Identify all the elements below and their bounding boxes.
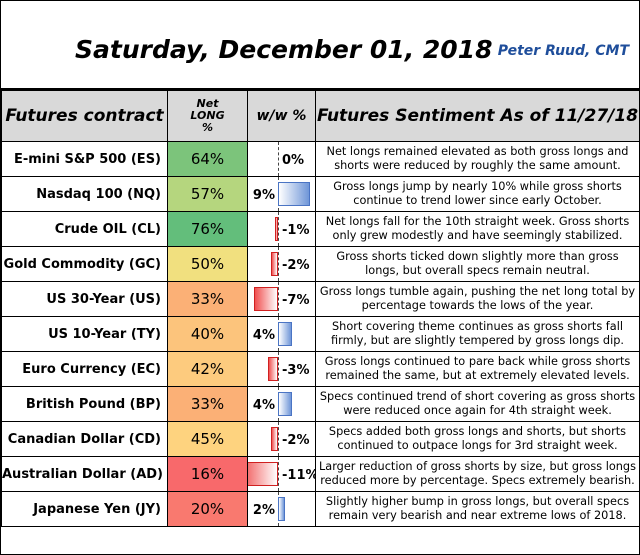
- sentiment-text: Gross longs continued to pare back while…: [315, 351, 640, 387]
- week-over-week-bar: [278, 322, 292, 346]
- net-long-percent: 50%: [167, 246, 248, 282]
- week-over-week-bar: [267, 357, 278, 381]
- sentiment-text: Specs added both gross longs and shorts,…: [315, 421, 640, 457]
- sentiment-text: Net longs fall for the 10th straight wee…: [315, 211, 640, 247]
- zero-axis: [278, 282, 279, 316]
- futures-table: Futures contract Net LONG % w/w % Future…: [1, 90, 640, 527]
- header-net-long-line2: LONG: [190, 109, 225, 122]
- sentiment-text: Slightly higher bump in gross longs, but…: [315, 491, 640, 527]
- net-long-percent: 20%: [167, 491, 248, 527]
- week-over-week-value: -11%: [282, 468, 316, 483]
- week-over-week-value: 0%: [282, 153, 305, 168]
- header-net-long: Net LONG %: [167, 90, 248, 142]
- contract-name: Nasdaq 100 (NQ): [1, 176, 168, 212]
- sentiment-text: Gross longs jump by nearly 10% while gro…: [315, 176, 640, 212]
- week-over-week-value: 2%: [252, 503, 275, 518]
- author-name: Peter Ruud, CMT: [497, 43, 629, 59]
- contract-name: E-mini S&P 500 (ES): [1, 141, 168, 177]
- contract-name: Crude OIL (CL): [1, 211, 168, 247]
- week-over-week-value: 9%: [252, 188, 275, 203]
- week-over-week-value: -1%: [282, 223, 310, 238]
- net-long-percent: 57%: [167, 176, 248, 212]
- week-over-week-bar: [274, 217, 278, 241]
- contract-name: Japanese Yen (JY): [1, 491, 168, 527]
- week-over-week-bar: [253, 287, 278, 311]
- sentiment-text: Larger reduction of gross shorts by size…: [315, 456, 640, 492]
- table-row: Japanese Yen (JY) 20% 2% Slightly higher bu…: [1, 491, 640, 527]
- header-net-long-line1: Net: [196, 97, 219, 110]
- sentiment-text: Net longs remained elevated as both gros…: [315, 141, 640, 177]
- week-over-week-bar: [278, 182, 310, 206]
- week-over-week-value: -2%: [282, 258, 310, 273]
- sentiment-text: Specs continued trend of short covering …: [315, 386, 640, 422]
- net-long-percent: 42%: [167, 351, 248, 387]
- week-over-week-cell: -2%: [247, 421, 316, 457]
- table-body: E-mini S&P 500 (ES) 64% 0% Net longs remain…: [1, 141, 640, 527]
- report-title: Saturday, December 01, 2018: [75, 35, 493, 64]
- week-over-week-cell: 4%: [247, 316, 316, 352]
- contract-name: British Pound (BP): [1, 386, 168, 422]
- net-long-percent: 45%: [167, 421, 248, 457]
- table-row: US 30-Year (US) 33% -7% Gross longs tumble …: [1, 281, 640, 317]
- sentiment-text: Short covering theme continues as gross …: [315, 316, 640, 352]
- week-over-week-bar: [271, 427, 278, 451]
- table-row: Crude OIL (CL) 76% -1% Net longs fall for t…: [1, 211, 640, 247]
- week-over-week-value: 4%: [252, 328, 275, 343]
- week-over-week-cell: 9%: [247, 176, 316, 212]
- sentiment-text: Gross shorts ticked down slightly more t…: [315, 246, 640, 282]
- net-long-percent: 16%: [167, 456, 248, 492]
- week-over-week-value: -3%: [282, 363, 310, 378]
- week-over-week-value: -2%: [282, 433, 310, 448]
- zero-axis: [278, 142, 279, 176]
- header-sentiment: Futures Sentiment As of 11/27/18: [315, 90, 640, 142]
- zero-axis: [278, 422, 279, 456]
- zero-axis: [278, 352, 279, 386]
- contract-name: Euro Currency (EC): [1, 351, 168, 387]
- net-long-percent: 76%: [167, 211, 248, 247]
- zero-axis: [278, 247, 279, 281]
- week-over-week-bar: [278, 392, 292, 416]
- zero-axis: [278, 457, 279, 491]
- week-over-week-value: 4%: [252, 398, 275, 413]
- net-long-percent: 40%: [167, 316, 248, 352]
- table-row: Canadian Dollar (CD) 45% -2% Specs added bo…: [1, 421, 640, 457]
- week-over-week-cell: -1%: [247, 211, 316, 247]
- net-long-percent: 64%: [167, 141, 248, 177]
- table-row: Gold Commodity (GC) 50% -2% Gross shorts ti…: [1, 246, 640, 282]
- week-over-week-bar: [248, 462, 278, 486]
- table-row: US 10-Year (TY) 40% 4% Short covering theme…: [1, 316, 640, 352]
- header-week-over-week: w/w %: [247, 90, 316, 142]
- header-futures-contract: Futures contract: [1, 90, 168, 142]
- sentiment-text: Gross longs tumble again, pushing the ne…: [315, 281, 640, 317]
- title-bar: Saturday, December 01, 2018 Peter Ruud, …: [1, 1, 639, 90]
- week-over-week-bar: [278, 497, 285, 521]
- week-over-week-cell: -7%: [247, 281, 316, 317]
- week-over-week-cell: -2%: [247, 246, 316, 282]
- contract-name: US 30-Year (US): [1, 281, 168, 317]
- header-net-long-line3: %: [201, 121, 214, 134]
- table-row: E-mini S&P 500 (ES) 64% 0% Net longs remain…: [1, 141, 640, 177]
- zero-axis: [278, 212, 279, 246]
- week-over-week-cell: -11%: [247, 456, 316, 492]
- contract-name: Canadian Dollar (CD): [1, 421, 168, 457]
- contract-name: Gold Commodity (GC): [1, 246, 168, 282]
- table-header-row: Futures contract Net LONG % w/w % Future…: [1, 90, 640, 142]
- week-over-week-cell: 4%: [247, 386, 316, 422]
- net-long-percent: 33%: [167, 386, 248, 422]
- week-over-week-cell: -3%: [247, 351, 316, 387]
- week-over-week-bar: [271, 252, 278, 276]
- week-over-week-cell: 0%: [247, 141, 316, 177]
- net-long-percent: 33%: [167, 281, 248, 317]
- table-row: Australian Dollar (AD) 16% -11% Larger redu…: [1, 456, 640, 492]
- table-row: Euro Currency (EC) 42% -3% Gross longs cont…: [1, 351, 640, 387]
- table-row: Nasdaq 100 (NQ) 57% 9% Gross longs jump by …: [1, 176, 640, 212]
- week-over-week-value: -7%: [282, 293, 310, 308]
- week-over-week-cell: 2%: [247, 491, 316, 527]
- table-row: British Pound (BP) 33% 4% Specs continued t…: [1, 386, 640, 422]
- contract-name: US 10-Year (TY): [1, 316, 168, 352]
- contract-name: Australian Dollar (AD): [1, 456, 168, 492]
